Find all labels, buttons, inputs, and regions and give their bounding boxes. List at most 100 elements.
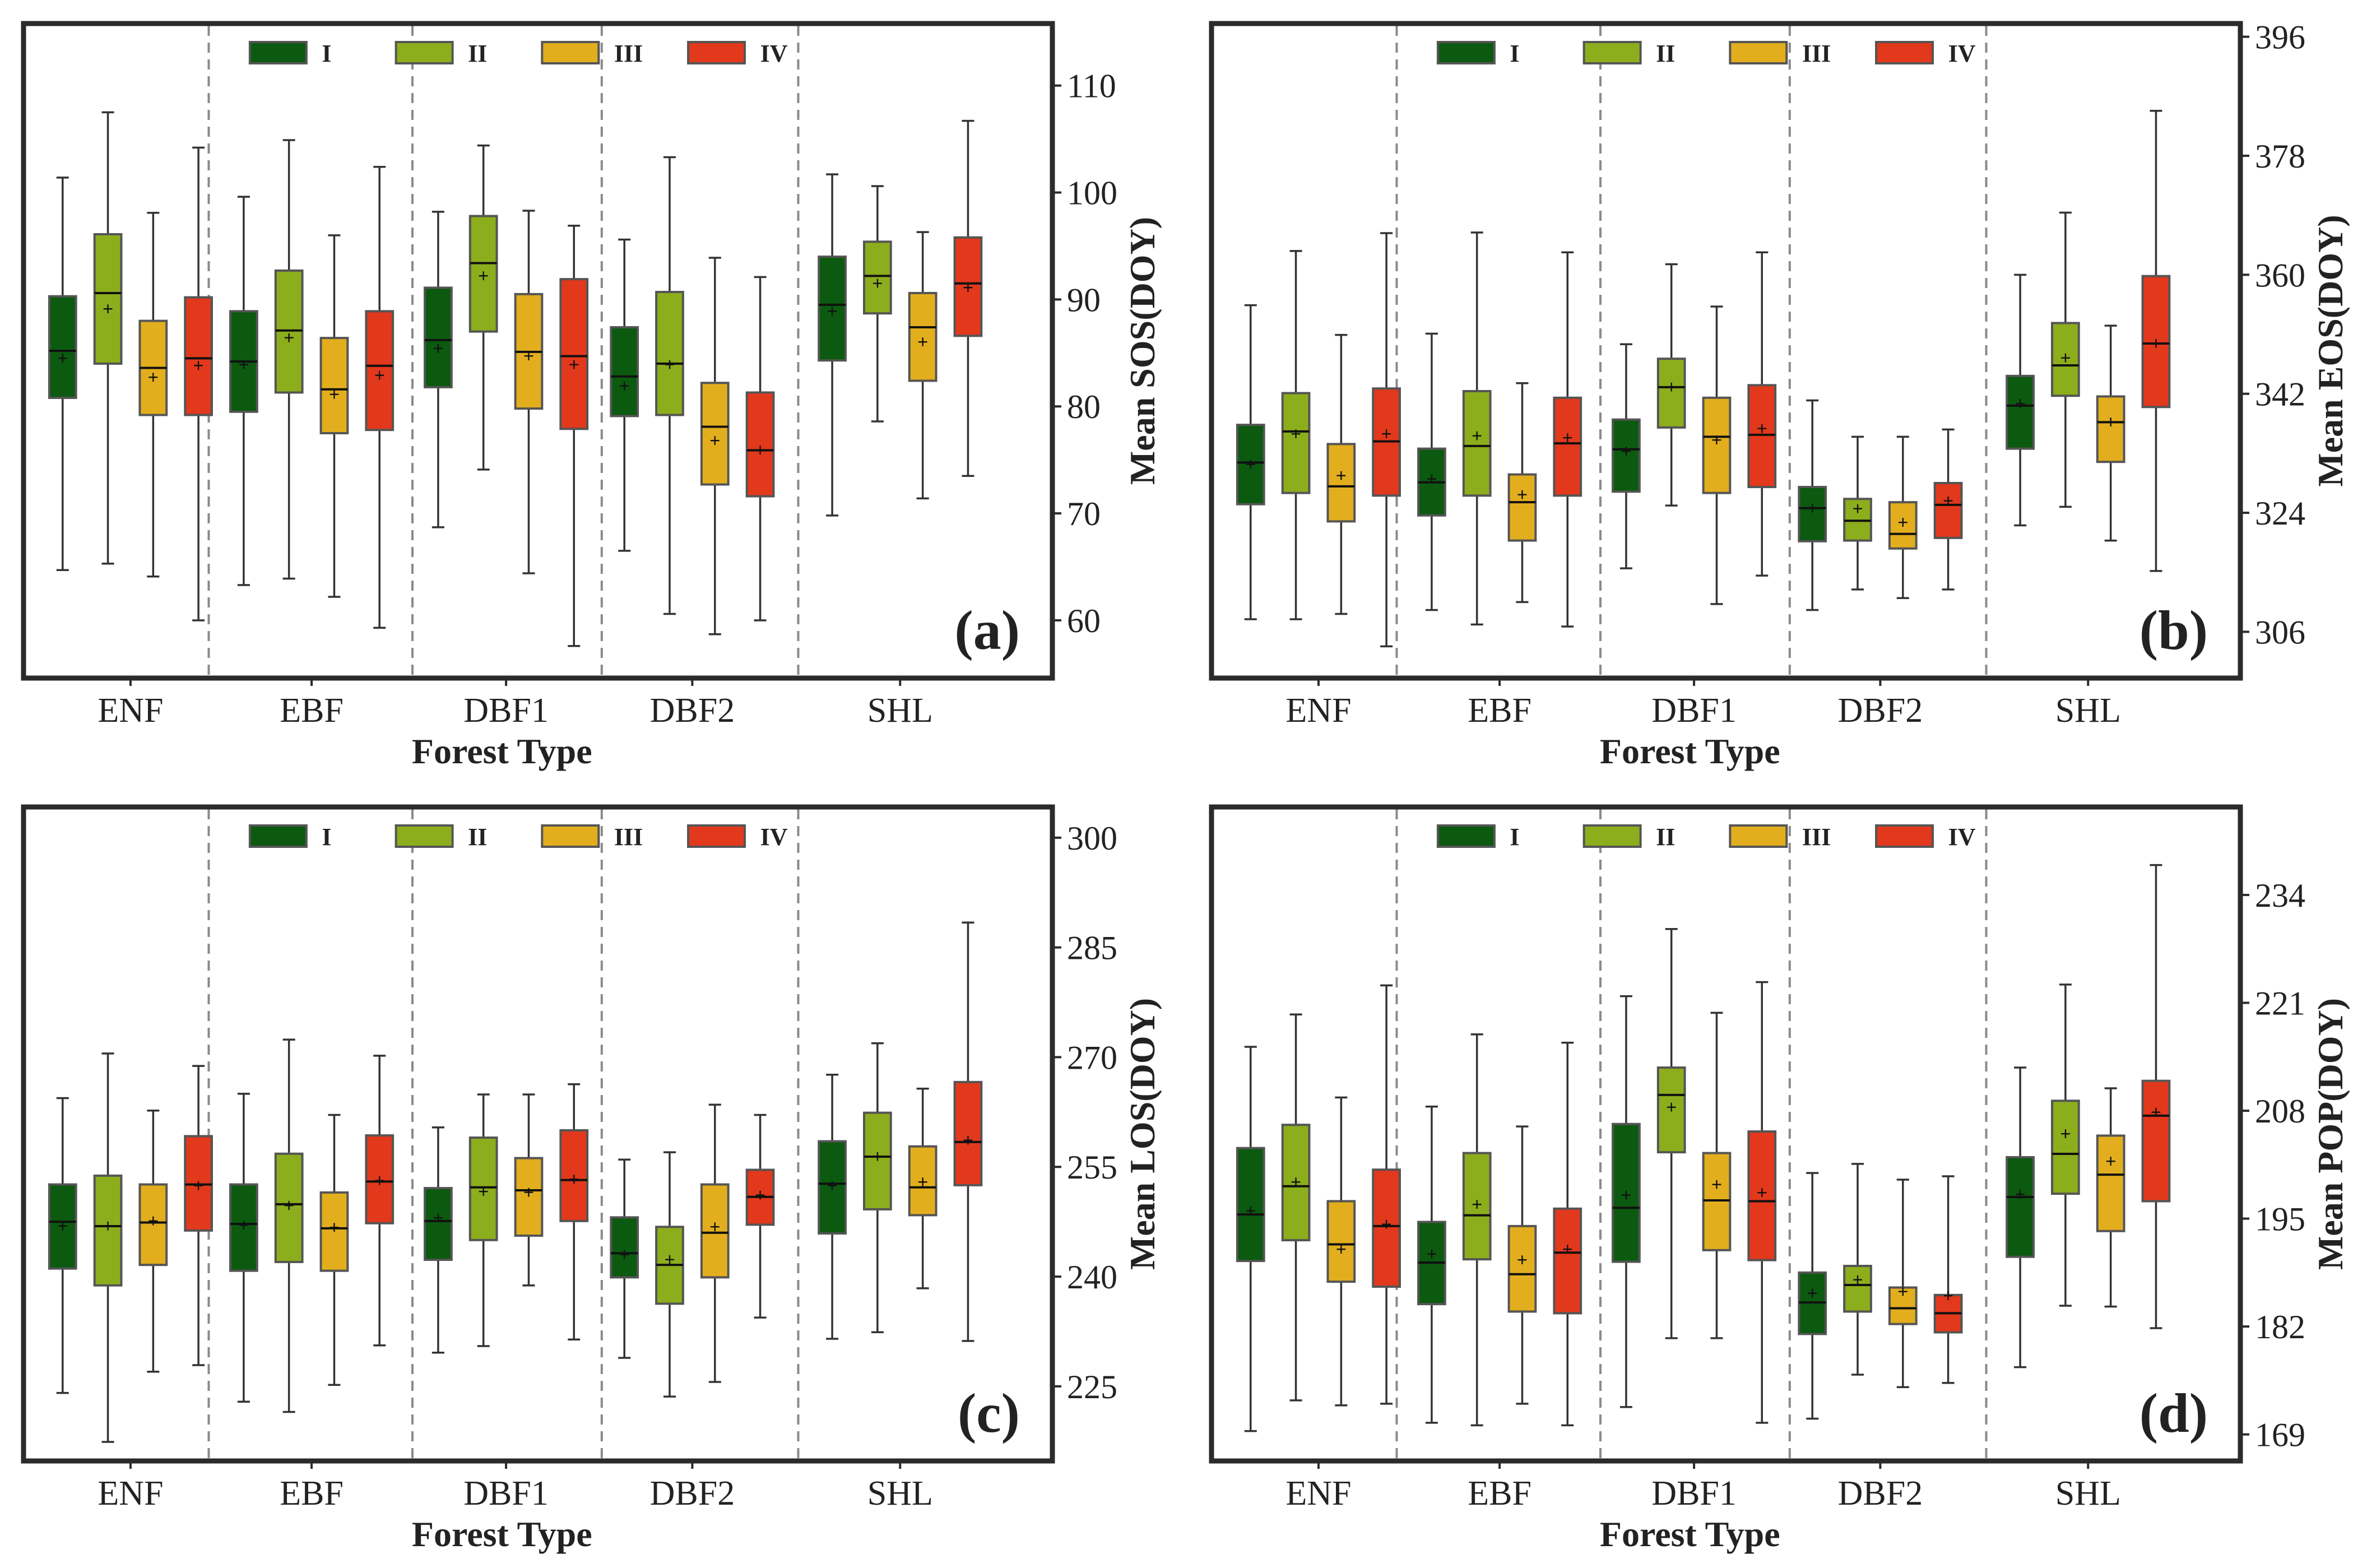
box-body <box>2006 1156 2035 1258</box>
legend-label-III: III <box>614 823 643 851</box>
box-body <box>1236 424 1265 505</box>
mean-marker: + <box>1807 498 1818 519</box>
box-III-ENF: + <box>138 212 168 578</box>
box-II-EBF: + <box>1462 1033 1492 1427</box>
box-I-ENF: + <box>48 177 77 571</box>
box-body <box>1612 418 1641 493</box>
legend-label-I: I <box>322 823 331 851</box>
box-body <box>1553 1207 1582 1315</box>
mean-marker: + <box>2015 1185 2025 1205</box>
mean-marker: + <box>523 1182 534 1203</box>
box-IV-DBF2: + <box>1933 428 1963 591</box>
box-I-EBF: + <box>229 196 258 586</box>
y-tick-label: 306 <box>2255 614 2305 651</box>
mean-marker: + <box>755 1185 765 1206</box>
mean-marker: + <box>1381 1214 1391 1235</box>
x-category-label: SHL <box>867 692 933 730</box>
box-body <box>138 1183 168 1267</box>
box-body <box>1281 392 1311 494</box>
box-I-EBF: + <box>1417 332 1446 611</box>
y-tick-label: 270 <box>1067 1039 1117 1076</box>
x-category-label: ENF <box>98 1474 163 1513</box>
box-body <box>700 382 730 486</box>
box-II-ENF: + <box>1281 250 1311 620</box>
mean-marker: + <box>1426 1244 1437 1265</box>
box-IV-DBF2: + <box>745 1114 775 1319</box>
box-IV-DBF2: + <box>745 276 775 621</box>
box-II-EBF: + <box>274 1038 304 1413</box>
x-axis-title: Forest Type <box>1600 1514 1780 1554</box>
box-body <box>863 240 892 315</box>
legend-swatch-III <box>1729 824 1788 848</box>
box-body <box>2096 395 2125 463</box>
mean-marker: + <box>1897 513 1908 534</box>
mean-marker: + <box>1621 441 1631 462</box>
box-III-SHL: + <box>908 231 937 500</box>
box-II-SHL: + <box>863 185 892 423</box>
mean-marker: + <box>1472 426 1482 447</box>
mean-marker: + <box>329 1218 340 1238</box>
box-body <box>93 233 123 365</box>
box-body <box>1553 396 1582 497</box>
box-III-EBF: + <box>319 234 349 598</box>
y-tick-label: 255 <box>1067 1149 1117 1186</box>
mean-marker: + <box>1943 1286 1953 1306</box>
box-II-ENF: + <box>93 1052 123 1443</box>
box-IV-EBF: + <box>1553 1041 1582 1427</box>
box-body <box>365 310 395 432</box>
y-tick-label: 60 <box>1067 602 1101 639</box>
legend-label-I: I <box>322 40 331 67</box>
panel-label: (c) <box>958 1382 1020 1444</box>
box-III-DBF2: + <box>700 1103 730 1383</box>
legend-label-II: II <box>1656 40 1675 67</box>
y-tick-label: 240 <box>1067 1259 1117 1296</box>
mean-marker: + <box>827 1176 837 1196</box>
mean-marker: + <box>193 1176 203 1196</box>
mean-marker: + <box>1807 1283 1818 1304</box>
box-I-SHL: + <box>2006 1066 2035 1368</box>
mean-marker: + <box>2105 412 2116 433</box>
box-I-ENF: + <box>1236 304 1265 620</box>
x-category-label: DBF2 <box>650 1474 735 1513</box>
legend-label-IV: IV <box>760 40 788 67</box>
box-I-DBF1: + <box>1612 995 1641 1408</box>
x-category-label: SHL <box>2055 1474 2121 1513</box>
box-III-ENF: + <box>138 1109 168 1373</box>
mean-marker: + <box>433 1208 443 1229</box>
box-III-EBF: + <box>319 1114 349 1386</box>
mean-marker: + <box>1757 419 1767 439</box>
y-tick-label: 324 <box>2255 495 2305 532</box>
panel-frame <box>1209 804 2243 1464</box>
x-category-label: DBF1 <box>463 1474 549 1513</box>
box-I-ENF: + <box>48 1097 77 1394</box>
mean-marker: + <box>1562 428 1573 449</box>
box-II-DBF2: + <box>1843 1163 1872 1376</box>
chart-panel-3: + + + + + + + + + + + + + + + + + + + +169 182 195 208 221 234 Me… <box>1209 804 2350 1554</box>
mean-marker: + <box>374 1171 385 1191</box>
legend-swatch-I <box>1436 41 1496 64</box>
box-II-ENF: + <box>1281 1013 1311 1402</box>
mean-marker: + <box>1336 1239 1347 1260</box>
mean-marker: + <box>1757 1183 1767 1204</box>
box-IV-ENF: + <box>184 146 213 621</box>
y-tick-label: 90 <box>1067 281 1101 318</box>
panel-frame <box>21 804 1055 1464</box>
mean-marker: + <box>1897 1282 1908 1302</box>
x-category-label: DBF2 <box>1838 692 1923 730</box>
box-II-EBF: + <box>274 139 304 580</box>
box-I-EBF: + <box>1417 1105 1446 1424</box>
box-II-DBF2: + <box>655 1151 684 1398</box>
mean-marker: + <box>1666 1097 1677 1118</box>
chart-panel-1: + + + + + + + + + + + + + + + + + + + +306 324 342 360 378 396 Me… <box>1209 19 2350 771</box>
box-body <box>184 296 213 416</box>
mean-marker: + <box>2151 1102 2161 1123</box>
box-body <box>365 1134 395 1224</box>
box-III-EBF: + <box>1507 1125 1537 1405</box>
y-axis-title: Mean SOS(DOY) <box>1122 217 1162 485</box>
box-I-DBF2: + <box>610 1158 639 1359</box>
mean-marker: + <box>103 299 113 320</box>
mean-marker: + <box>2151 333 2161 354</box>
box-IV-SHL: + <box>2141 109 2171 572</box>
mean-marker: + <box>1291 1172 1301 1193</box>
